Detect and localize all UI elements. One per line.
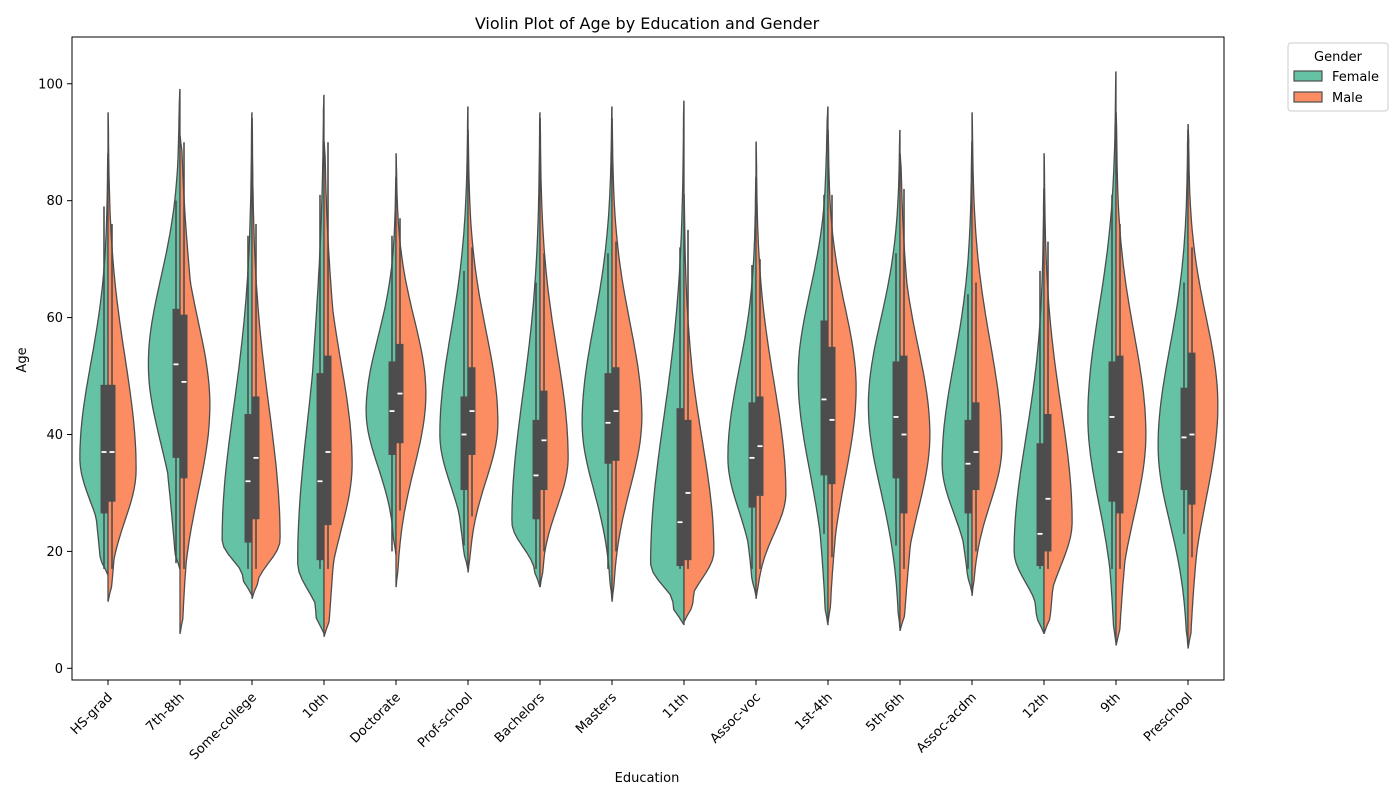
violin-male-preschool	[1187, 123, 1219, 649]
box-layer	[100, 142, 1196, 569]
violin-female-doctorate	[365, 176, 397, 556]
x-tick-label: Assoc-voc	[707, 690, 763, 746]
iqr-box-female	[388, 361, 396, 455]
legend-label-male: Male	[1332, 91, 1363, 106]
iqr-box-female	[820, 320, 828, 476]
violin-female-11th	[649, 100, 685, 626]
x-tick-label: HS-grad	[68, 690, 116, 738]
iqr-box-male	[1116, 355, 1124, 514]
iqr-box-female	[100, 384, 108, 514]
x-tick-label: Masters	[573, 690, 620, 737]
legend-swatch-female	[1293, 70, 1323, 82]
iqr-box-female	[676, 408, 684, 567]
iqr-box-male	[180, 314, 188, 479]
x-tick-label: Doctorate	[348, 690, 404, 746]
violin-layer	[79, 71, 1219, 649]
iqr-box-female	[316, 373, 324, 561]
legend-label-female: Female	[1332, 70, 1379, 85]
iqr-box-female	[460, 396, 468, 491]
x-tick-label: Assoc-acdm	[914, 690, 980, 756]
x-axis-label: Education	[615, 771, 680, 786]
x-tick-label: 9th	[1098, 690, 1124, 716]
iqr-box-male	[1044, 414, 1052, 552]
iqr-box-male	[972, 402, 980, 491]
chart-title: Violin Plot of Age by Education and Gend…	[475, 14, 820, 33]
iqr-box-female	[964, 419, 972, 514]
x-tick-label: 11th	[660, 690, 692, 722]
violin-female-5th-6th	[867, 129, 901, 629]
violin-male-masters	[611, 118, 643, 602]
legend-swatch-male	[1293, 91, 1323, 103]
violin-female-preschool	[1157, 129, 1189, 646]
iqr-box-female	[1036, 443, 1044, 567]
y-tick-label: 60	[46, 311, 63, 326]
y-axis: 0 20 40 60 80 100	[38, 77, 72, 677]
y-tick-label: 0	[55, 662, 63, 677]
x-tick-label: 7th-8th	[143, 690, 187, 734]
iqr-box-female	[1108, 361, 1116, 502]
x-tick-label: Prof-school	[415, 690, 476, 751]
legend: Gender Female Male	[1287, 42, 1389, 112]
x-tick-label: 10th	[300, 690, 332, 722]
violin-female-masters	[581, 106, 613, 599]
x-tick-label: Some-college	[187, 690, 260, 763]
iqr-box-female	[748, 402, 756, 508]
iqr-box-male	[108, 384, 116, 502]
y-tick-label: 40	[46, 428, 63, 443]
violin-male-doctorate	[395, 153, 427, 588]
x-axis: HS-grad 7th-8th Some-college 10th Doctorate P…	[68, 680, 1196, 763]
x-tick-label: 1st-4th	[792, 690, 835, 733]
violin-male-1st-4th	[827, 129, 857, 623]
iqr-box-female	[1180, 387, 1188, 491]
y-axis-label: Age	[15, 347, 30, 372]
violin-male-prof-school	[467, 129, 499, 573]
iqr-box-male	[324, 355, 332, 526]
y-tick-label: 100	[38, 77, 63, 92]
iqr-box-female	[604, 373, 612, 464]
iqr-box-male	[612, 367, 620, 461]
violin-female-1st-4th	[797, 106, 829, 626]
iqr-box-male	[828, 346, 836, 485]
y-tick-label: 20	[46, 545, 63, 560]
x-tick-label: Bachelors	[492, 690, 548, 746]
violin-female-7th-8th	[147, 88, 181, 570]
iqr-box-female	[532, 419, 540, 520]
axes-frame	[71, 36, 1225, 681]
iqr-box-female	[172, 308, 180, 458]
y-tick-label: 80	[46, 194, 63, 209]
iqr-box-male	[1188, 352, 1196, 505]
iqr-box-male	[684, 419, 692, 561]
iqr-box-female	[244, 414, 252, 543]
legend-title: Gender	[1314, 50, 1363, 65]
x-tick-label: Preschool	[1141, 690, 1196, 745]
x-tick-label: 5th-6th	[863, 690, 907, 734]
iqr-box-female	[892, 361, 900, 479]
x-tick-label: 12th	[1020, 690, 1052, 722]
